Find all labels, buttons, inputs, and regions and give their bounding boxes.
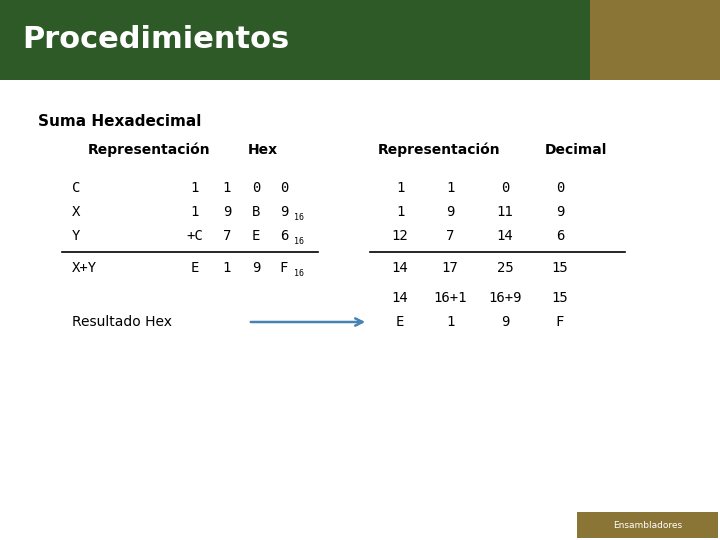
FancyArrowPatch shape	[251, 319, 362, 326]
Text: 1: 1	[446, 315, 454, 329]
Text: 12: 12	[392, 229, 408, 243]
Text: X: X	[72, 205, 81, 219]
Text: 16: 16	[294, 238, 304, 246]
Text: 1: 1	[222, 261, 231, 275]
Text: 0: 0	[280, 181, 288, 195]
Text: 15: 15	[552, 291, 568, 305]
Text: Representación: Representación	[378, 143, 500, 157]
Text: B: B	[252, 205, 260, 219]
Text: Hex: Hex	[248, 143, 278, 157]
Text: 6: 6	[556, 229, 564, 243]
Text: 17: 17	[441, 261, 459, 275]
Text: 1: 1	[396, 181, 404, 195]
Text: 16: 16	[294, 269, 304, 279]
Text: 1: 1	[191, 205, 199, 219]
Text: 15: 15	[552, 261, 568, 275]
Bar	[577, 512, 718, 538]
Text: 9: 9	[446, 205, 454, 219]
Text: Ensambladores: Ensambladores	[613, 521, 683, 530]
Text: 16: 16	[294, 213, 304, 222]
Text: 9: 9	[556, 205, 564, 219]
Text: 1: 1	[446, 181, 454, 195]
Text: 14: 14	[392, 291, 408, 305]
Bar	[0, 0, 590, 80]
Text: 1: 1	[222, 181, 231, 195]
Text: 0: 0	[556, 181, 564, 195]
Bar	[590, 0, 720, 80]
Text: 1: 1	[191, 181, 199, 195]
Text: 14: 14	[497, 229, 513, 243]
Text: Y: Y	[72, 229, 81, 243]
Text: F: F	[556, 315, 564, 329]
Text: 9: 9	[252, 261, 260, 275]
Text: E: E	[252, 229, 260, 243]
Text: 0: 0	[501, 181, 509, 195]
Text: 6: 6	[280, 229, 288, 243]
Text: 9: 9	[501, 315, 509, 329]
Text: Suma Hexadecimal: Suma Hexadecimal	[38, 114, 202, 130]
Text: Representación: Representación	[88, 143, 211, 157]
Text: 9: 9	[222, 205, 231, 219]
Text: Decimal: Decimal	[545, 143, 608, 157]
Text: 1: 1	[396, 205, 404, 219]
Text: 7: 7	[446, 229, 454, 243]
Text: X+Y: X+Y	[72, 261, 97, 275]
Text: 9: 9	[280, 205, 288, 219]
Text: Resultado Hex: Resultado Hex	[72, 315, 172, 329]
Text: 0: 0	[252, 181, 260, 195]
Text: 16+1: 16+1	[433, 291, 467, 305]
Text: Procedimientos: Procedimientos	[22, 25, 289, 55]
Text: F: F	[280, 261, 288, 275]
Text: E: E	[191, 261, 199, 275]
Text: C: C	[72, 181, 81, 195]
Text: 7: 7	[222, 229, 231, 243]
Text: 25: 25	[497, 261, 513, 275]
Text: E: E	[396, 315, 404, 329]
Text: 16+9: 16+9	[488, 291, 522, 305]
Text: 11: 11	[497, 205, 513, 219]
Text: 14: 14	[392, 261, 408, 275]
Text: +C: +C	[186, 229, 203, 243]
